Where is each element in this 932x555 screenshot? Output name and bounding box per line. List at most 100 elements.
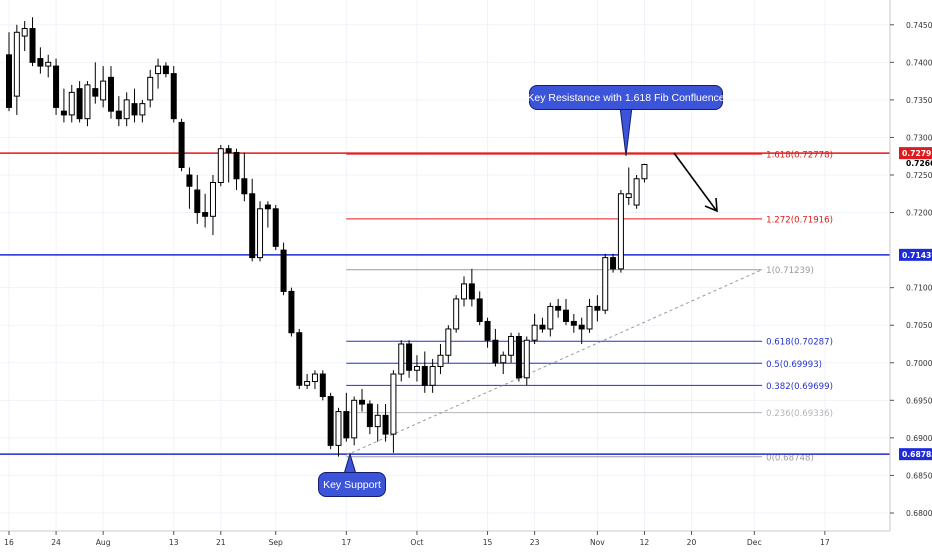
fib-level-label: 1.272(0.71916)	[766, 215, 833, 225]
candle-body	[100, 80, 107, 101]
candle-body	[515, 335, 522, 379]
candle-body	[139, 103, 146, 116]
candle-body	[453, 298, 460, 330]
candle-body	[366, 403, 373, 428]
time-tick-label: 20	[687, 538, 697, 547]
time-tick-label: 24	[51, 538, 61, 547]
candle-body	[500, 354, 507, 364]
candle-body	[327, 396, 334, 446]
candle-body	[476, 298, 483, 322]
time-tick-label: 13	[169, 538, 179, 547]
candle-body	[484, 320, 491, 341]
time-tick-label: 16	[4, 538, 14, 547]
candle-body	[155, 65, 162, 75]
grid-lines	[0, 0, 890, 531]
time-tick-label: 12	[640, 538, 650, 547]
candle-body	[523, 339, 530, 379]
candle-body	[202, 212, 209, 217]
candle-body	[217, 148, 224, 184]
candle-body	[413, 366, 420, 371]
candle-body	[594, 305, 601, 311]
time-tick-label: 17	[820, 538, 830, 547]
fib-level-label: 1.618(0.72778)	[766, 151, 833, 161]
candle-body	[398, 343, 405, 375]
candle-body	[257, 208, 264, 259]
candle-body	[617, 193, 624, 270]
candle-body	[351, 399, 358, 439]
candle-body	[225, 148, 232, 153]
time-axis: 16 24 Aug 13 21 Sep 17 Oct 15 23 Nov 12 20 Dec 17	[0, 530, 932, 550]
callout-pointers	[343, 106, 633, 475]
fib-level-label: 0.618(0.70287)	[766, 338, 833, 348]
fib-level-label: 1(0.71239)	[766, 266, 814, 276]
time-tick-label: Aug	[96, 538, 111, 547]
candle-body	[162, 65, 169, 75]
candle-body	[374, 414, 381, 428]
price-axis-background	[890, 0, 932, 531]
candle-body	[241, 178, 248, 195]
candle-body	[445, 328, 452, 356]
candle-body	[60, 110, 67, 116]
candle-body	[625, 193, 632, 199]
candle-body	[123, 99, 130, 120]
candle-body	[209, 182, 216, 217]
candle-body	[602, 257, 609, 311]
projection-arrow-head	[704, 197, 718, 213]
resistance-callout-pointer	[619, 106, 633, 157]
candle-body	[531, 324, 538, 341]
candle-body	[570, 320, 577, 326]
candle-body	[288, 290, 295, 334]
candle-body	[170, 73, 177, 120]
time-tick-label: 23	[530, 538, 540, 547]
candle-body	[633, 178, 640, 206]
candle-body	[461, 283, 468, 300]
candle-body	[610, 257, 617, 270]
price-label-box	[899, 448, 932, 461]
support-callout-text: Key Support	[323, 478, 381, 491]
resistance-callout-text: Key Resistance with 1.618 Fib Confluence	[527, 91, 725, 104]
candle-body	[382, 414, 389, 435]
projection-arrow-group	[673, 152, 718, 213]
trendline-group	[346, 269, 763, 456]
support-callout: Key Support	[318, 472, 386, 497]
current-price-label: 0.72660	[906, 159, 932, 168]
resistance-callout: Key Resistance with 1.618 Fib Confluence	[527, 85, 725, 110]
candle-body	[178, 121, 185, 168]
time-tick-label: 17	[341, 538, 351, 547]
time-tick-label: Sep	[269, 538, 283, 547]
candle-body	[547, 305, 554, 330]
candle-body	[84, 84, 91, 120]
candle-body	[280, 249, 287, 292]
candle-body	[13, 31, 20, 97]
fib-level-label: 0.236(0.69336)	[766, 409, 833, 419]
candle-body	[37, 58, 44, 67]
candle-body	[492, 339, 499, 364]
fib-level-label: 0.5(0.69993)	[766, 360, 822, 370]
candle-body	[186, 174, 193, 187]
fibonacci-levels: 1.618(0.72778) 1.272(0.71916) 1(0.71239) 0.…	[346, 151, 833, 463]
projection-arrow-line	[673, 152, 717, 211]
time-axis-background	[0, 531, 932, 550]
candle-body	[115, 110, 122, 120]
candle-body	[508, 335, 515, 356]
candle-body	[539, 324, 546, 330]
candle-body	[586, 305, 593, 330]
candle-body	[421, 366, 428, 386]
candle-body	[641, 163, 648, 180]
candle-body	[429, 366, 436, 386]
price-label-box	[899, 147, 932, 160]
candle-body	[562, 309, 569, 322]
time-tick-label: Dec	[747, 538, 762, 547]
